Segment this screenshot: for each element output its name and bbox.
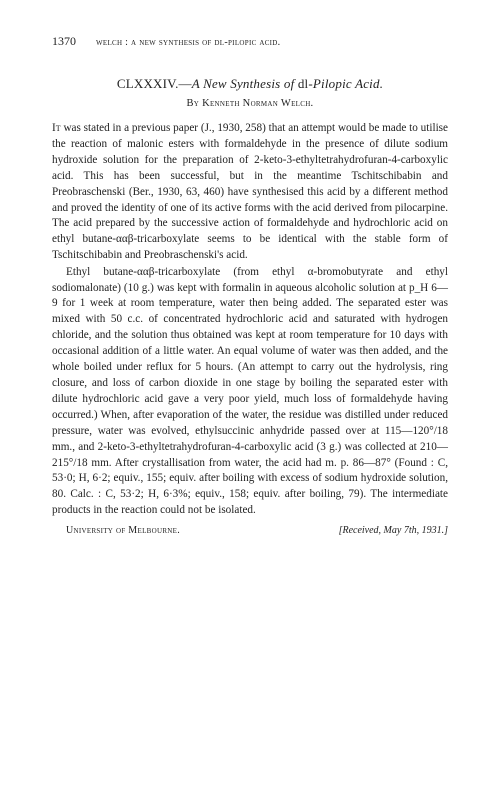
title-main-before: A New Synthesis of [192,76,298,91]
byline: By Kenneth Norman Welch. [52,98,448,109]
title-number: CLXXXIV.— [117,76,192,91]
article-footer: University of Melbourne. [Received, May … [52,525,448,536]
title-dl: dl [298,76,309,91]
received-date: [Received, May 7th, 1931.] [339,525,448,536]
page-header: 1370 welch : a new synthesis of dl-pilop… [52,32,448,50]
page-number: 1370 [52,34,76,48]
paragraph-1: It was stated in a previous paper (J., 1… [52,121,448,264]
paragraph-2: Ethyl butane-ααβ-tricarboxylate (from et… [52,265,448,520]
paragraph-1-rest: was stated in a previous paper (J., 1930… [52,122,448,261]
first-word: It [52,122,61,134]
running-head: welch : a new synthesis of dl-pilopic ac… [96,37,280,48]
article-title: CLXXXIV.—A New Synthesis of dl-Pilopic A… [52,76,448,92]
university: University of Melbourne. [52,525,180,536]
title-main-after: -Pilopic Acid. [308,76,383,91]
